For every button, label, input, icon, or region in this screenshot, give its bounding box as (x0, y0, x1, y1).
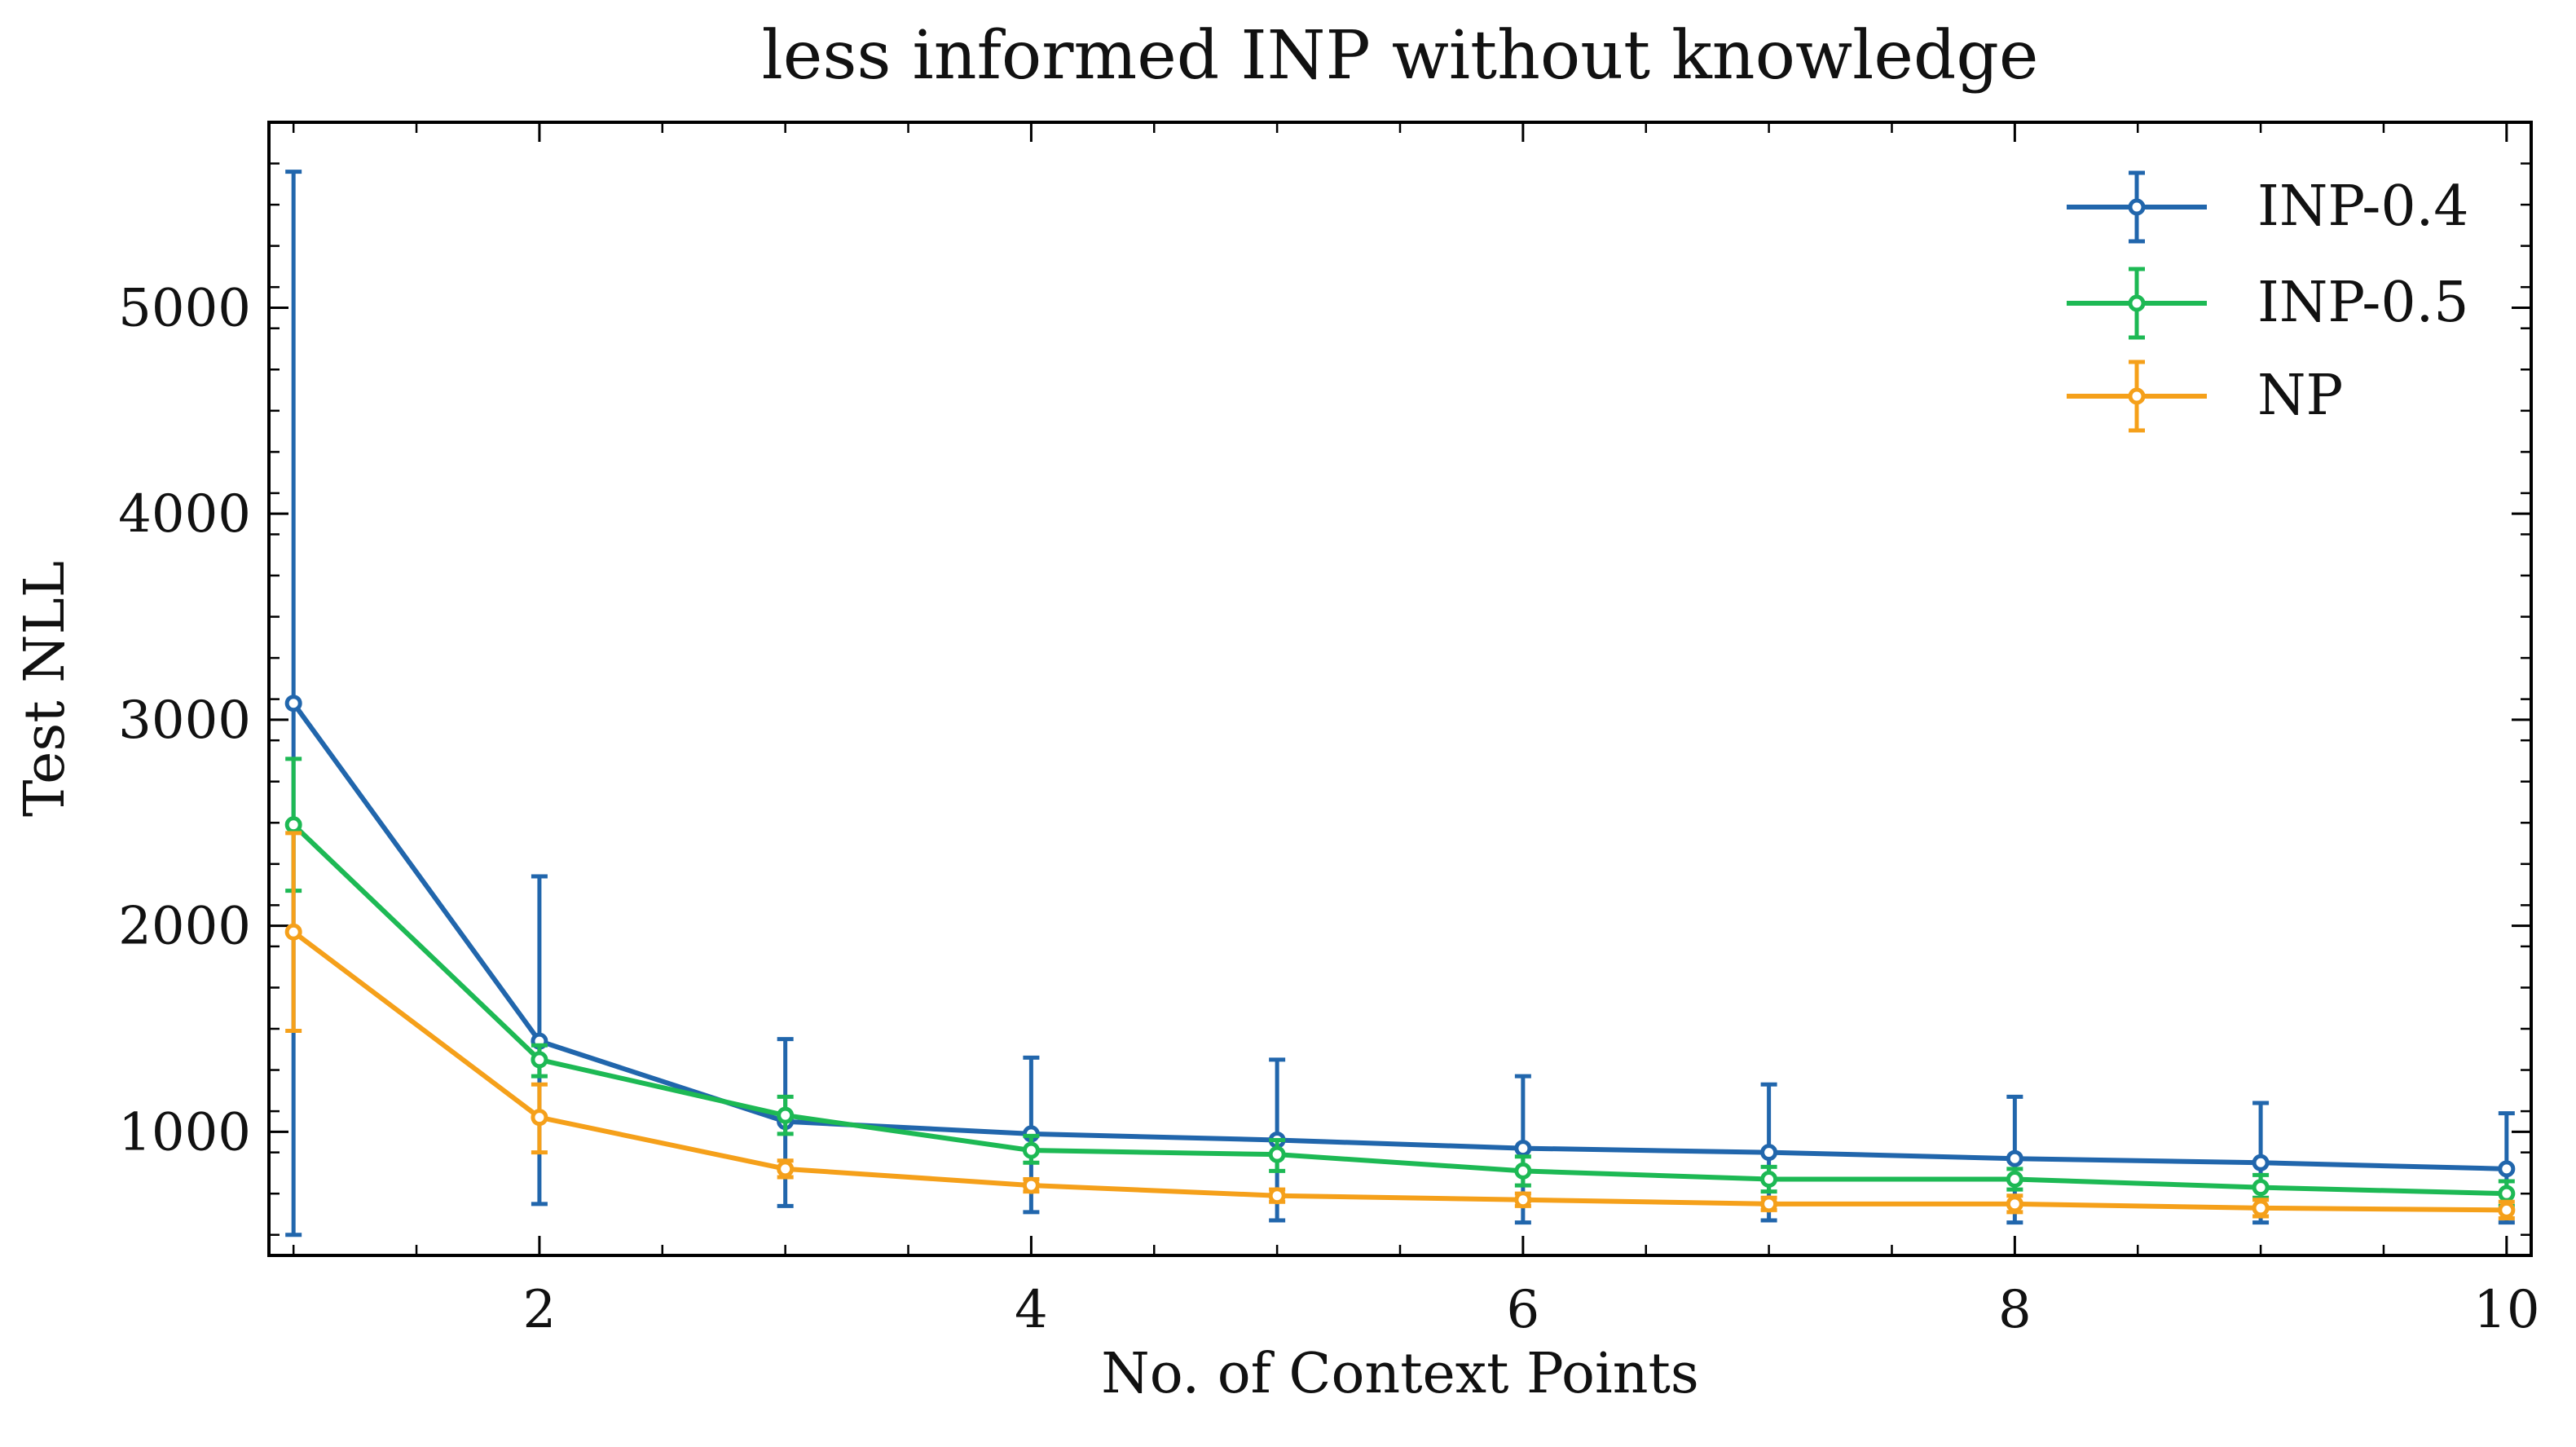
x-tick-label: 2 (523, 1280, 557, 1340)
data-point (2252, 1199, 2270, 1217)
data-point (1760, 1170, 1778, 1188)
x-axis-label: No. of Context Points (1101, 1342, 1699, 1406)
data-point (284, 816, 302, 834)
series-inp-0-4 (284, 170, 2516, 1237)
legend-marker (2128, 198, 2146, 216)
data-point (1022, 1141, 1040, 1159)
series-line (291, 701, 2507, 1171)
plot-frame (267, 121, 2533, 1257)
x-tick-label: 6 (1507, 1280, 1540, 1340)
y-tick-label: 1000 (118, 1102, 251, 1162)
data-point (531, 1051, 548, 1069)
legend-item: INP-0.4 (2067, 170, 2469, 244)
legend-item: NP (2067, 360, 2343, 433)
y-tick-label: 5000 (118, 278, 251, 338)
series-inp-0-5 (284, 757, 2516, 1208)
data-point (2006, 1195, 2023, 1213)
legend-marker (2128, 387, 2146, 405)
y-tick-label: 3000 (118, 690, 251, 751)
x-tick-label: 4 (1015, 1280, 1048, 1340)
series-line (292, 929, 2507, 1213)
data-point (1514, 1140, 1532, 1158)
y-tick-label: 4000 (118, 484, 251, 545)
data-point (2252, 1179, 2270, 1197)
data-point (284, 923, 302, 941)
legend-label: INP-0.4 (2257, 174, 2469, 239)
axis-ticks: 2 4 6 8 10 1000 2000 3000 4000 5000 (118, 122, 2540, 1340)
data-point (2252, 1154, 2270, 1171)
data-point (777, 1160, 795, 1178)
legend-marker (2128, 294, 2146, 312)
legend-label: INP-0.5 (2257, 271, 2469, 335)
legend-item: INP-0.5 (2067, 267, 2469, 340)
legend: INP-0.4 INP-0.5 NP (2067, 170, 2469, 433)
legend-label: NP (2257, 364, 2343, 428)
data-point (1514, 1162, 1532, 1180)
data-point (1514, 1191, 1532, 1209)
data-point (777, 1106, 795, 1124)
series-layer (284, 170, 2516, 1237)
series-line (292, 823, 2507, 1197)
data-point (1760, 1195, 1778, 1213)
data-point (284, 695, 302, 712)
data-point (1022, 1176, 1040, 1194)
data-point (2498, 1185, 2516, 1202)
chart-title: less informed INP without knowledge (762, 17, 2039, 95)
data-point (2006, 1170, 2023, 1188)
x-tick-label: 8 (1998, 1280, 2032, 1340)
y-tick-label: 2000 (118, 897, 251, 957)
x-tick-label: 10 (2473, 1280, 2539, 1340)
data-point (2498, 1201, 2516, 1219)
data-point (2498, 1160, 2516, 1178)
data-point (1760, 1144, 1778, 1162)
data-point (531, 1109, 548, 1127)
data-point (1268, 1187, 1286, 1205)
data-point (2006, 1149, 2023, 1167)
data-point (1268, 1145, 1286, 1163)
series-np (284, 831, 2516, 1221)
y-axis-label: Test NLL (13, 561, 77, 817)
